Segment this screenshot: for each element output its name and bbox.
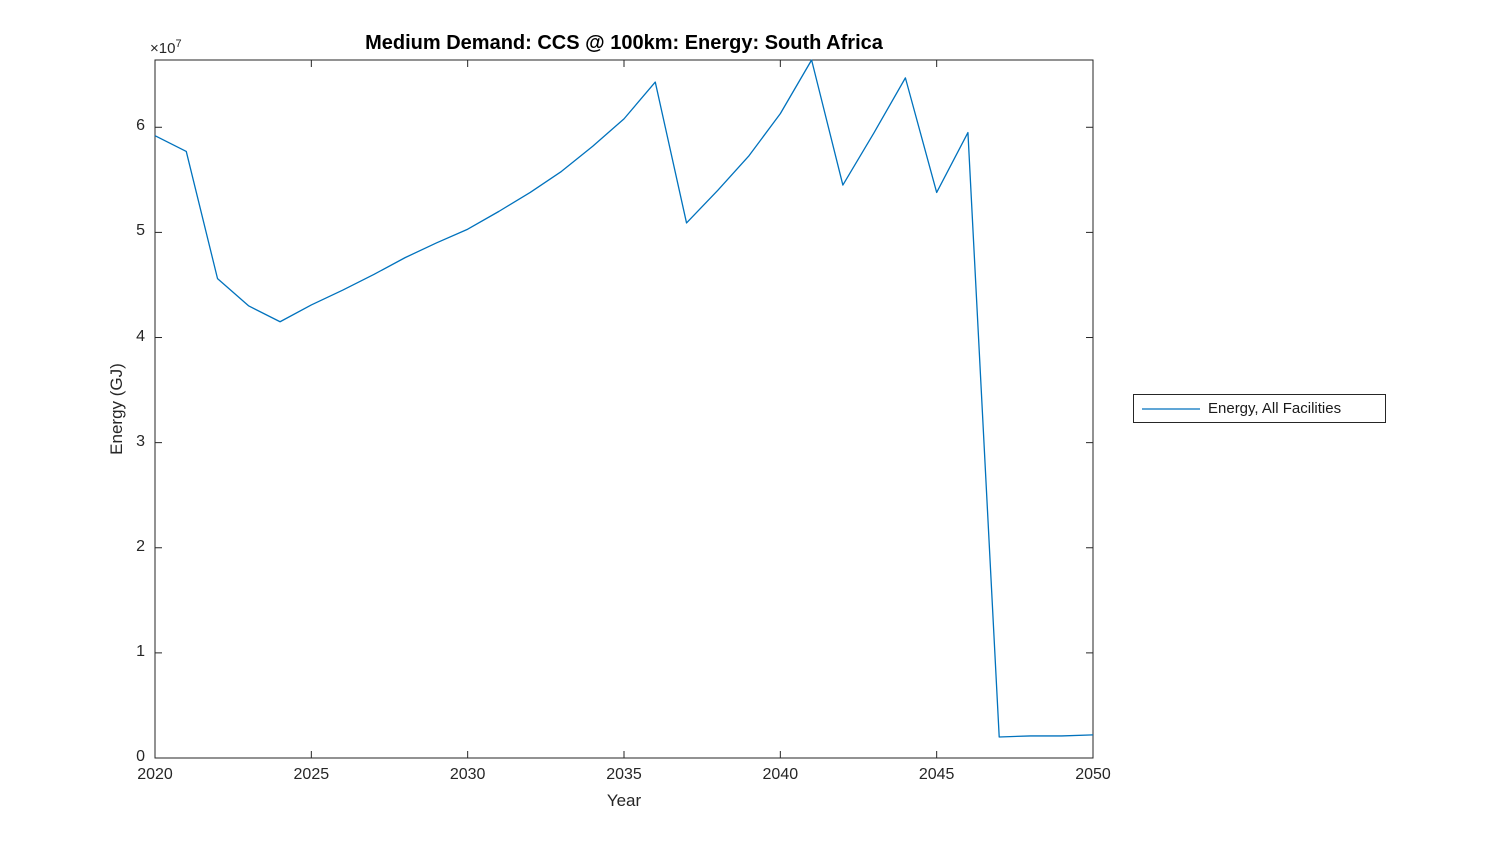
y-tick-label: 5	[136, 222, 145, 240]
x-tick-label: 2050	[1075, 766, 1111, 783]
x-tick-label: 2040	[762, 766, 799, 783]
x-tick-label: 2030	[449, 766, 486, 783]
chart-title: Medium Demand: CCS @ 100km: Energy: Sout…	[365, 32, 883, 54]
y-tick-label: 0	[136, 748, 145, 765]
y-tick-label: 4	[136, 327, 145, 345]
y-axis-exponent-base: ×10	[150, 40, 176, 57]
legend-label: Energy, All Facilities	[1208, 400, 1342, 417]
x-axis-label: Year	[606, 791, 642, 810]
x-tick-label: 2045	[918, 766, 955, 783]
y-tick-label: 1	[136, 642, 145, 660]
x-tick-label: 2020	[137, 766, 173, 783]
x-tick-label: 2025	[293, 766, 330, 783]
y-tick-label: 3	[136, 432, 145, 450]
x-tick-label: 2035	[606, 766, 642, 783]
axes-box	[154, 59, 1094, 759]
y-tick-label: 2	[136, 537, 145, 555]
legend-line-sample	[1142, 407, 1200, 410]
y-axis-exponent: ×107	[150, 38, 182, 57]
y-tick-label: 6	[136, 117, 145, 135]
legend-box: Energy, All Facilities	[1133, 394, 1386, 423]
y-axis-exponent-power: 7	[175, 38, 182, 50]
series-line	[154, 59, 1094, 738]
y-axis-label: Energy (GJ)	[107, 363, 126, 455]
